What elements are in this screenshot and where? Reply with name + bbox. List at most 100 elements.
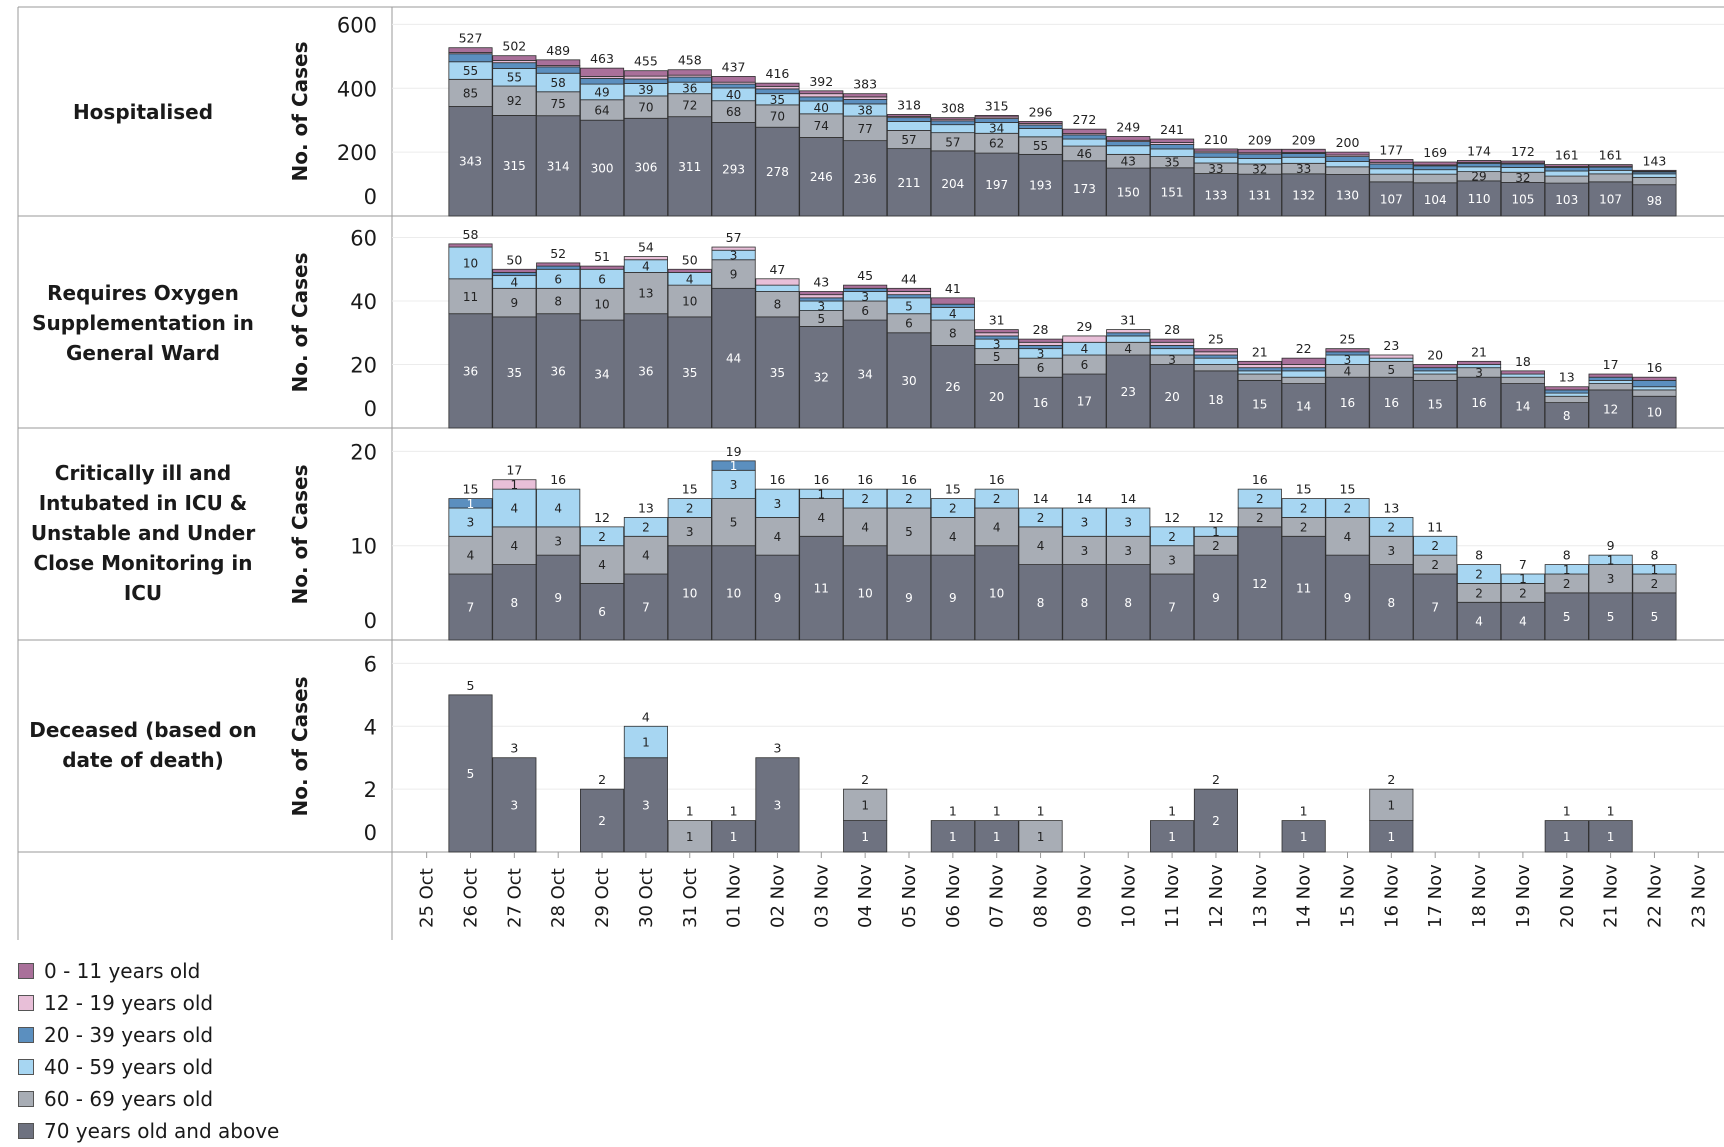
segment-label: 40 bbox=[726, 88, 741, 102]
segment-label: 20 bbox=[1164, 390, 1179, 404]
segment-label: 107 bbox=[1599, 192, 1622, 206]
segment-label: 4 bbox=[949, 530, 957, 544]
legend-item[interactable]: 0 - 11 years old bbox=[18, 955, 279, 987]
segment-label: 151 bbox=[1161, 185, 1184, 199]
bar-segment bbox=[1106, 145, 1151, 155]
bar-segment bbox=[536, 59, 581, 66]
bar-total-label: 200 bbox=[1336, 135, 1360, 150]
bar-segment bbox=[930, 150, 975, 217]
bar-segment bbox=[711, 820, 756, 853]
segment-label: 315 bbox=[503, 159, 526, 173]
bar-segment bbox=[1018, 128, 1063, 138]
legend-item[interactable]: 20 - 39 years old bbox=[18, 1019, 279, 1051]
bar-segment bbox=[1500, 182, 1545, 217]
segment-label: 2 bbox=[905, 492, 913, 506]
segment-label: 15 bbox=[1428, 398, 1443, 412]
x-tick-label: 30 Oct bbox=[636, 868, 657, 928]
bar-total-label: 1 bbox=[1607, 804, 1615, 819]
segment-label: 10 bbox=[726, 586, 741, 600]
bar-segment bbox=[886, 294, 932, 299]
bar-segment bbox=[667, 498, 712, 518]
segment-label: 33 bbox=[1208, 162, 1223, 176]
segment-label: 2 bbox=[1651, 577, 1659, 591]
bar-total-label: 210 bbox=[1204, 132, 1228, 147]
segment-label: 4 bbox=[1475, 615, 1483, 629]
segment-label: 34 bbox=[858, 368, 873, 382]
legend-item[interactable]: 40 - 59 years old bbox=[18, 1051, 279, 1083]
bar-segment bbox=[711, 246, 756, 251]
x-tick-label: 16 Nov bbox=[1381, 864, 1402, 928]
bar-segment bbox=[1500, 370, 1545, 375]
x-tick-label: 29 Oct bbox=[592, 868, 613, 928]
bar-segment bbox=[843, 287, 888, 292]
segment-label: 306 bbox=[634, 161, 657, 175]
bar-segment bbox=[1062, 128, 1107, 135]
segment-label: 1 bbox=[511, 478, 519, 492]
legend-item[interactable]: 70 years old and above bbox=[18, 1115, 279, 1147]
bar-total-label: 1 bbox=[993, 804, 1001, 819]
bar-segment bbox=[1588, 592, 1633, 641]
segment-label: 36 bbox=[638, 364, 653, 378]
bar-total-label: 241 bbox=[1160, 122, 1184, 137]
segment-label: 3 bbox=[1475, 366, 1483, 380]
segment-label: 1 bbox=[467, 497, 475, 511]
segment-label: 68 bbox=[726, 105, 741, 119]
segment-label: 11 bbox=[1296, 582, 1311, 596]
segment-label: 3 bbox=[1124, 544, 1132, 558]
segment-label: 10 bbox=[1647, 406, 1662, 420]
bar-segment bbox=[580, 788, 625, 853]
bar-segment bbox=[580, 526, 625, 547]
bar-total-label: 9 bbox=[1607, 538, 1615, 553]
segment-label: 35 bbox=[1164, 156, 1179, 170]
bar-segment bbox=[843, 140, 888, 217]
segment-label: 57 bbox=[945, 135, 960, 149]
segment-label: 3 bbox=[1168, 553, 1176, 567]
bar-segment bbox=[1325, 554, 1370, 641]
bar-segment bbox=[711, 498, 756, 547]
segment-label: 2 bbox=[1037, 511, 1045, 525]
y-tick-label: 4 bbox=[364, 715, 377, 739]
bar-segment bbox=[580, 287, 625, 321]
bar-segment bbox=[667, 517, 712, 547]
segment-label: 15 bbox=[1252, 398, 1267, 412]
bar-segment bbox=[886, 114, 932, 117]
segment-label: 1 bbox=[730, 459, 738, 473]
segment-label: 8 bbox=[1081, 596, 1089, 610]
segment-label: 4 bbox=[774, 530, 782, 544]
y-tick-label: 0 bbox=[364, 609, 377, 633]
bar-segment bbox=[1544, 164, 1589, 167]
bar-segment bbox=[1237, 379, 1282, 429]
bar-segment bbox=[799, 488, 844, 499]
legend-item[interactable]: 12 - 19 years old bbox=[18, 987, 279, 1019]
segment-label: 5 bbox=[993, 350, 1001, 364]
bar-segment bbox=[536, 287, 581, 315]
segment-label: 2 bbox=[1300, 520, 1308, 534]
bar-segment bbox=[1281, 364, 1326, 369]
bar-total-label: 13 bbox=[638, 500, 654, 515]
bar-total-label: 169 bbox=[1423, 145, 1447, 160]
bar-total-label: 437 bbox=[722, 59, 746, 74]
bar-segment bbox=[1588, 379, 1633, 384]
bar-segment bbox=[623, 272, 668, 315]
legend-item[interactable]: 60 - 69 years old bbox=[18, 1083, 279, 1115]
segment-label: 32 bbox=[814, 371, 829, 385]
bar-segment bbox=[799, 93, 844, 98]
y-tick-label: 0 bbox=[364, 397, 377, 421]
bar-segment bbox=[492, 526, 537, 565]
bar-segment bbox=[843, 788, 888, 821]
legend-label: 20 - 39 years old bbox=[44, 1023, 214, 1047]
x-tick-label: 12 Nov bbox=[1206, 864, 1227, 928]
bar-total-label: 209 bbox=[1248, 132, 1272, 147]
x-tick-label: 04 Nov bbox=[855, 864, 876, 928]
x-tick-label: 31 Oct bbox=[680, 868, 701, 928]
bar-segment bbox=[1413, 573, 1458, 641]
y-tick-label: 6 bbox=[364, 652, 377, 676]
bar-total-label: 52 bbox=[550, 246, 566, 261]
segment-label: 74 bbox=[814, 119, 829, 133]
segment-label: 46 bbox=[1077, 147, 1092, 161]
bar-segment bbox=[886, 554, 932, 641]
segment-label: 11 bbox=[463, 290, 478, 304]
segment-label: 193 bbox=[1029, 179, 1052, 193]
bar-segment bbox=[1325, 517, 1370, 556]
x-tick-label: 27 Oct bbox=[504, 868, 525, 928]
